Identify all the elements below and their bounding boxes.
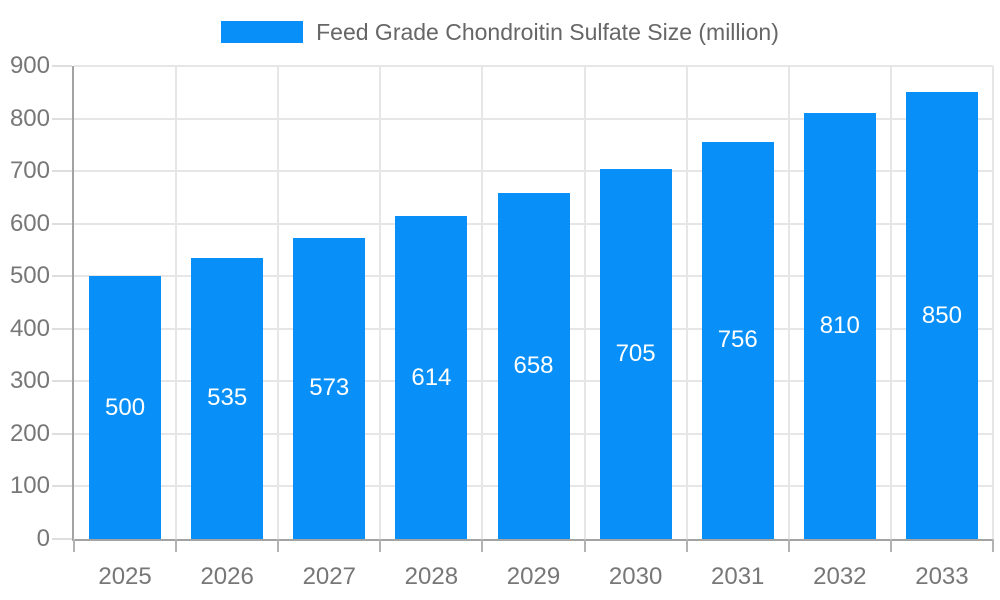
y-axis-tick-label: 700 (9, 157, 50, 185)
y-axis-tick (52, 117, 72, 120)
x-gridline (175, 66, 178, 539)
bar-2025[interactable]: 500 (89, 276, 162, 539)
axis-layer: 0 100 200 300 400 500 600 700 800 900 2025 2026 2027… (10, 52, 994, 590)
bar-2026[interactable]: 535 (191, 257, 264, 539)
plot-area: 500 535 573 614 658 705 756 810 850 0 100 200 300 40… (10, 52, 994, 590)
x-axis-tick-label: 2031 (711, 563, 765, 590)
x-axis-tick (787, 539, 790, 552)
y-axis-tick-label: 200 (9, 419, 50, 447)
x-axis-tick (73, 539, 75, 552)
y-axis-tick-label: 0 (36, 525, 50, 552)
y-gridline (74, 65, 993, 67)
x-axis-tick (685, 539, 688, 552)
y-axis-tick-label: 300 (9, 367, 50, 395)
x-axis-tick (481, 539, 484, 552)
x-axis-tick (583, 539, 586, 552)
bar-2028[interactable]: 614 (395, 216, 468, 539)
bar-value-label: 705 (615, 339, 656, 367)
y-axis-tick (52, 432, 72, 435)
x-axis-tick-label: 2026 (200, 563, 254, 590)
y-axis-tick (52, 538, 72, 540)
x-axis-tick (277, 539, 280, 552)
bar-2033[interactable]: 850 (905, 92, 978, 539)
bar-2032[interactable]: 810 (803, 113, 876, 539)
y-axis-tick-label: 400 (9, 314, 50, 342)
x-axis-tick (379, 539, 382, 552)
x-gridline (889, 66, 892, 539)
legend-label: Feed Grade Chondroitin Sulfate Size (mil… (316, 18, 779, 45)
bar-value-label: 658 (513, 352, 554, 380)
x-axis-tick-label: 2028 (404, 563, 459, 590)
bar-value-label: 535 (207, 384, 248, 412)
bar-2027[interactable]: 573 (293, 237, 366, 539)
bar-2030[interactable]: 705 (599, 168, 672, 539)
x-gridline (685, 66, 688, 539)
x-axis-tick (175, 539, 178, 552)
y-axis-tick (52, 170, 72, 173)
x-axis-tick-label: 2030 (608, 563, 663, 590)
y-axis-tick-label: 500 (9, 262, 50, 290)
x-axis-tick-label: 2032 (813, 563, 867, 590)
y-axis-tick (52, 222, 72, 225)
y-axis-tick (52, 65, 72, 67)
bar-value-label: 756 (717, 326, 758, 354)
y-axis-tick-label: 900 (9, 52, 50, 79)
x-axis-tick-label: 2025 (98, 563, 152, 590)
bar-value-label: 614 (411, 363, 452, 391)
x-axis-tick-label: 2027 (302, 563, 356, 590)
bar-value-label: 810 (819, 312, 860, 340)
y-gridline (74, 117, 993, 120)
legend-swatch-icon[interactable] (221, 21, 304, 43)
x-axis-tick (889, 539, 892, 552)
bar-value-label: 500 (105, 393, 146, 421)
bar-2031[interactable]: 756 (701, 141, 774, 539)
bar-value-label: 850 (921, 301, 962, 329)
x-gridline (583, 66, 586, 539)
x-gridline (277, 66, 280, 539)
x-gridline (992, 66, 994, 539)
x-axis-tick (992, 539, 994, 552)
bar-2029[interactable]: 658 (497, 193, 570, 539)
chart-legend[interactable]: Feed Grade Chondroitin Sulfate Size (mil… (0, 14, 1000, 50)
y-gridline (74, 170, 993, 173)
x-axis-tick-label: 2029 (506, 563, 561, 590)
y-axis-tick (52, 485, 72, 488)
bars-layer: 500 535 573 614 658 705 756 810 850 (74, 66, 993, 539)
x-gridline (379, 66, 382, 539)
y-axis-tick-label: 600 (9, 209, 50, 237)
y-axis-tick (52, 275, 72, 278)
y-axis-tick (52, 380, 72, 383)
y-axis-tick (52, 327, 72, 330)
y-axis-tick-label: 800 (9, 104, 50, 132)
x-gridline (481, 66, 484, 539)
x-axis-tick-label: 2033 (915, 563, 969, 590)
x-gridline (787, 66, 790, 539)
y-axis-tick-label: 100 (9, 472, 50, 500)
bar-value-label: 573 (309, 374, 350, 402)
